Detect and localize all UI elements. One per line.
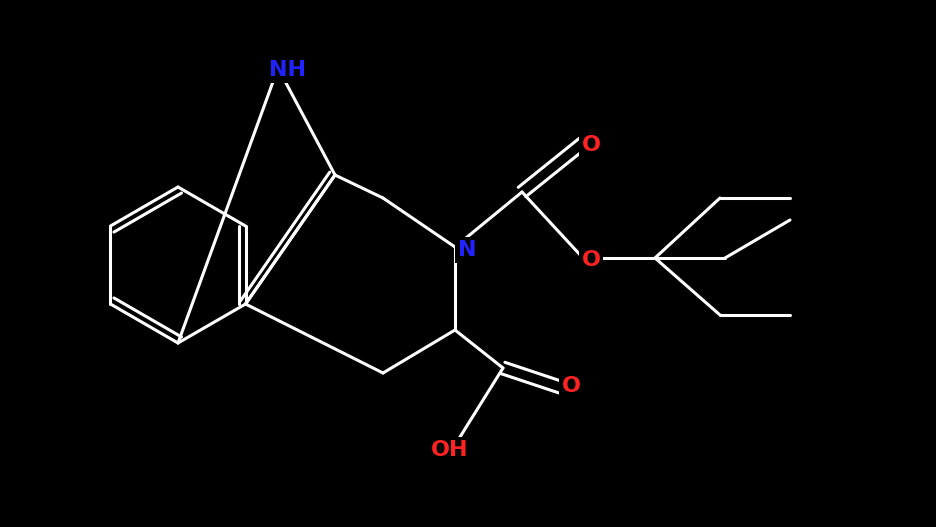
Text: OH: OH xyxy=(431,440,468,460)
Text: O: O xyxy=(561,376,580,396)
Text: O: O xyxy=(581,250,600,270)
Text: NH: NH xyxy=(270,60,306,80)
Text: O: O xyxy=(581,135,600,155)
Text: N: N xyxy=(458,240,475,260)
